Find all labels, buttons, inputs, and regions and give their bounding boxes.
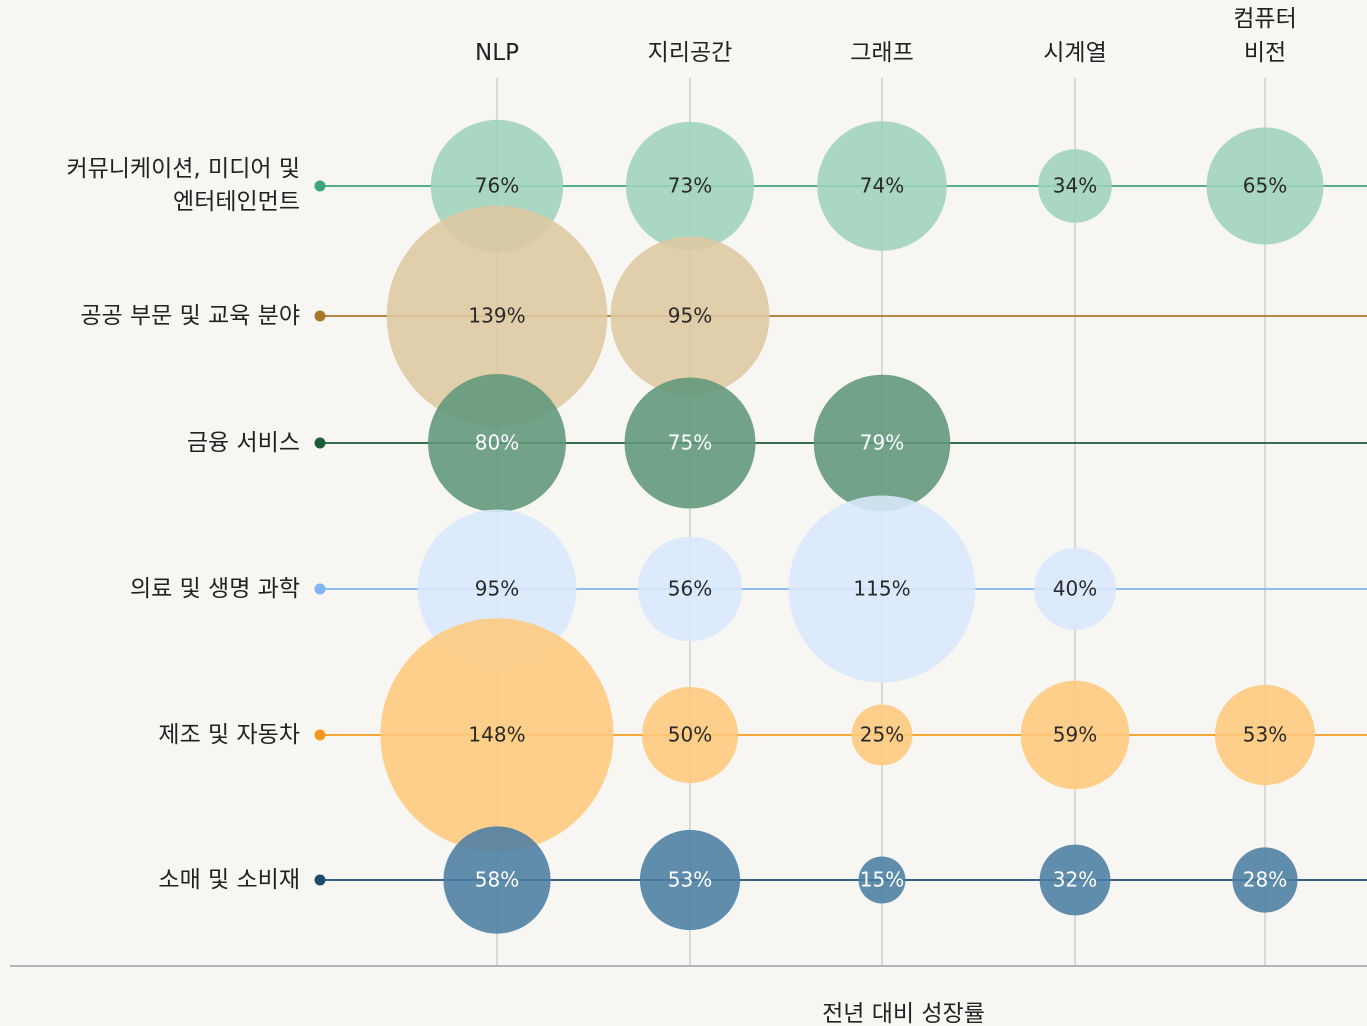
- value-label: 95%: [475, 577, 519, 601]
- column-label: 시계열: [1043, 40, 1107, 66]
- column-label: 지리공간: [647, 40, 733, 66]
- column-label: 그래프: [850, 40, 914, 66]
- bubble: [851, 704, 913, 766]
- column-label: NLP: [475, 40, 519, 66]
- value-label: 28%: [1243, 868, 1287, 892]
- bubble: [386, 205, 608, 427]
- bubble: [813, 374, 951, 512]
- value-label: 75%: [668, 431, 712, 455]
- value-label: 53%: [668, 868, 712, 892]
- value-label: 58%: [475, 868, 519, 892]
- legend-dot: [314, 437, 326, 449]
- value-label: 148%: [468, 723, 525, 747]
- bubble: [1206, 127, 1324, 245]
- bubble: [624, 377, 756, 509]
- value-label: 73%: [668, 174, 712, 198]
- bubble: [625, 121, 755, 251]
- bubble: [428, 374, 566, 512]
- bubble: [443, 826, 551, 934]
- row-label: 제조 및 자동차: [158, 721, 300, 748]
- row-label: 공공 부문 및 교육 분야: [80, 302, 300, 329]
- value-label: 79%: [860, 431, 904, 455]
- bubble: [817, 121, 947, 251]
- value-label: 115%: [853, 577, 910, 601]
- legend-dot: [314, 874, 326, 886]
- x-axis-title: 전년 대비 성장률: [822, 1001, 985, 1026]
- bubble: [1034, 548, 1116, 630]
- bubble: [637, 536, 743, 642]
- value-label: 76%: [475, 174, 519, 198]
- legend-dot: [314, 180, 326, 192]
- value-label: 95%: [668, 304, 712, 328]
- value-label: 139%: [468, 304, 525, 328]
- bubble: [639, 829, 741, 931]
- value-label: 40%: [1053, 577, 1097, 601]
- row-label: 의료 및 생명 과학: [129, 575, 300, 602]
- bubble: [1039, 844, 1111, 916]
- bubble: [642, 687, 738, 783]
- legend-dot: [314, 729, 326, 741]
- value-label: 32%: [1053, 868, 1097, 892]
- row-label: 소매 및 소비재: [158, 866, 300, 893]
- bubble: [788, 495, 976, 683]
- value-label: 25%: [860, 723, 904, 747]
- value-label: 65%: [1243, 174, 1287, 198]
- bubble: [380, 618, 614, 852]
- row-label: 금융 서비스: [186, 429, 300, 456]
- bubble: [858, 856, 906, 904]
- value-label: 53%: [1243, 723, 1287, 747]
- value-label: 50%: [668, 723, 712, 747]
- value-label: 80%: [475, 431, 519, 455]
- value-label: 34%: [1053, 174, 1097, 198]
- value-label: 59%: [1053, 723, 1097, 747]
- value-label: 56%: [668, 577, 712, 601]
- bubble: [1232, 847, 1298, 913]
- bubble: [610, 236, 770, 396]
- legend-dot: [314, 583, 326, 595]
- column-label: 컴퓨터 비전: [1233, 6, 1297, 66]
- value-label: 15%: [860, 868, 904, 892]
- legend-dot: [314, 310, 326, 322]
- bubble: [1214, 684, 1316, 786]
- bubble: [1020, 680, 1130, 790]
- row-label: 커뮤니케이션, 미디어 및 엔터테인먼트: [66, 156, 300, 215]
- value-label: 74%: [860, 174, 904, 198]
- bubble: [1038, 149, 1112, 223]
